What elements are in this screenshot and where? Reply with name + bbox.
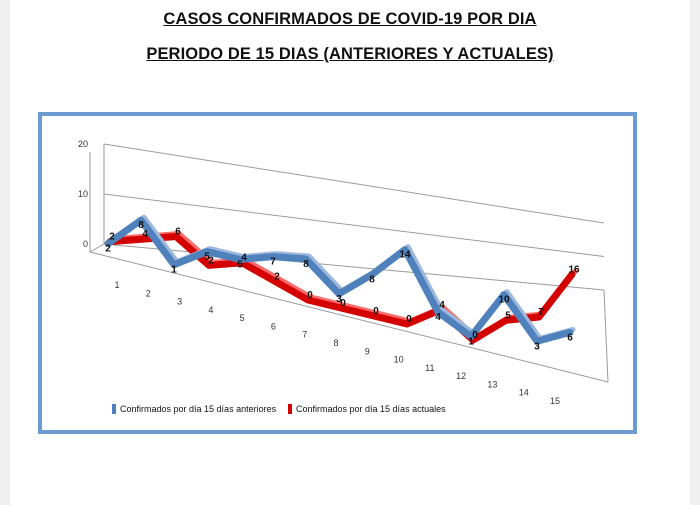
- x-tick-label: 8: [333, 338, 338, 348]
- data-label: 4: [439, 300, 445, 311]
- floor-edge-right: [603, 289, 609, 383]
- data-label: 0: [472, 330, 478, 341]
- x-tick-label: 14: [519, 388, 529, 398]
- x-tick-label: 7: [302, 330, 307, 340]
- x-tick-label: 5: [240, 313, 245, 323]
- data-label: 2: [208, 255, 214, 266]
- data-label: 1: [171, 265, 177, 276]
- data-label: 3: [534, 341, 540, 352]
- chart-subtitle: PERIODO DE 15 DIAS (ANTERIORES Y ACTUALE…: [146, 45, 554, 63]
- data-label: 14: [399, 250, 411, 261]
- chart-title: CASOS CONFIRMADOS DE COVID-19 POR DIA: [163, 10, 537, 28]
- x-tick-label: 6: [271, 321, 276, 331]
- x-tick-label: 12: [456, 371, 466, 381]
- x-tick-label: 2: [146, 288, 151, 298]
- x-tick-label: 4: [208, 305, 213, 315]
- data-label: 16: [568, 264, 580, 275]
- data-label: 0: [406, 314, 412, 325]
- x-tick-label: 11: [425, 363, 434, 373]
- data-label: 8: [138, 220, 144, 231]
- data-label: 7: [538, 307, 544, 318]
- x-tick-label: 9: [365, 346, 370, 356]
- data-label: 8: [303, 259, 309, 270]
- chart-frame: 0 10 20 1 2 3 4 5 6 7 8 9 10 11 12 13 14 15 2 8 1 5 5 7 8 3 8 14 4 1 1…: [38, 112, 637, 434]
- legend-label: Confirmados por día 15 días actuales: [296, 404, 446, 414]
- x-tick-label: 1: [114, 280, 119, 290]
- x-tick-label: 10: [394, 355, 404, 365]
- floor-edge-left: [89, 243, 105, 253]
- data-label: 2: [105, 244, 111, 255]
- x-tick-label: 3: [177, 297, 182, 307]
- data-label: 6: [175, 226, 181, 237]
- x-tick-label: 13: [487, 379, 497, 389]
- legend-label: Confirmados por día 15 días anteriores: [120, 404, 277, 414]
- gridline: [103, 193, 605, 257]
- data-label: 5: [505, 310, 511, 321]
- data-label: 7: [270, 257, 276, 268]
- y-tick-label: 0: [83, 239, 88, 249]
- data-label: 5: [237, 259, 243, 270]
- legend-swatch: [112, 404, 116, 414]
- data-label: 5: [204, 252, 210, 263]
- series-line: [104, 216, 574, 345]
- x-tick-label: 15: [550, 396, 560, 406]
- legend-swatch: [288, 404, 292, 414]
- data-label: 0: [373, 306, 379, 317]
- gridline: [103, 243, 605, 291]
- data-label: 2: [109, 232, 115, 243]
- document-page: CASOS CONFIRMADOS DE COVID-19 POR DIA PE…: [10, 0, 690, 505]
- data-label: 0: [340, 298, 346, 309]
- data-label: 4: [142, 229, 148, 240]
- series-line: [106, 232, 576, 344]
- y-tick-label: 20: [78, 139, 88, 149]
- x-axis-floor-edge: [89, 251, 609, 383]
- data-label: 1: [468, 336, 474, 347]
- data-label: 4: [241, 253, 247, 264]
- data-label: 6: [567, 332, 573, 343]
- data-label: 3: [336, 294, 342, 305]
- data-label: 10: [498, 295, 510, 306]
- y-tick-label: 10: [78, 189, 88, 199]
- data-label: 8: [369, 275, 375, 286]
- data-label: 2: [274, 271, 280, 282]
- gridline: [103, 143, 605, 224]
- data-label: 0: [307, 290, 313, 301]
- data-label: 4: [435, 312, 441, 323]
